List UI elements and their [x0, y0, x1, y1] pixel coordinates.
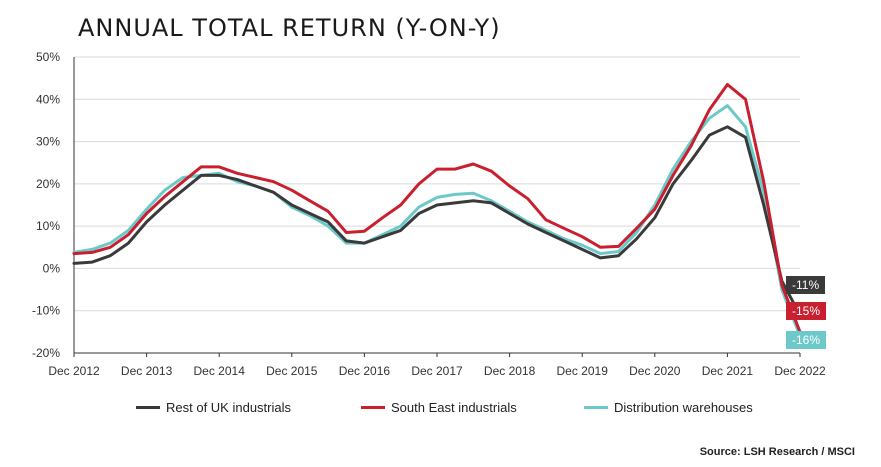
- series-line-distribution: [72, 104, 802, 338]
- x-tick-label: Dec 2017: [411, 364, 463, 378]
- y-tick-label: 0%: [43, 261, 61, 275]
- x-tick-label: Dec 2018: [484, 364, 536, 378]
- y-tick-label: 10%: [36, 219, 60, 233]
- legend-label-rest-uk: Rest of UK industrials: [166, 400, 291, 415]
- legend-item-rest-uk[interactable]: Rest of UK industrials: [136, 400, 291, 415]
- x-tick-label: Dec 2013: [121, 364, 173, 378]
- y-tick-label: 40%: [36, 92, 60, 106]
- y-tick-label: -20%: [32, 346, 60, 360]
- source-note: Source: LSH Research / MSCI: [699, 446, 855, 458]
- y-tick-label: -10%: [32, 304, 60, 318]
- legend-item-south-east[interactable]: South East industrials: [361, 400, 517, 415]
- chart-title: ANNUAL TOTAL RETURN (Y-ON-Y): [78, 14, 501, 42]
- x-tick-label: Dec 2015: [266, 364, 318, 378]
- legend-label-distribution: Distribution warehouses: [614, 400, 753, 415]
- x-tick-label: Dec 2019: [557, 364, 609, 378]
- legend-swatch-distribution: [584, 406, 608, 409]
- legend-swatch-south-east: [361, 406, 385, 409]
- y-tick-label: 50%: [36, 50, 60, 64]
- x-tick-label: Dec 2012: [48, 364, 100, 378]
- legend-swatch-rest-uk: [136, 406, 160, 409]
- legend-item-distribution[interactable]: Distribution warehouses: [584, 400, 753, 415]
- series-line-rest-uk: [72, 125, 802, 317]
- end-label-distribution: -16%: [786, 331, 827, 349]
- x-tick-label: Dec 2022: [774, 364, 826, 378]
- x-tick-label: Dec 2014: [194, 364, 246, 378]
- chart-legend: Rest of UK industrials South East indust…: [0, 400, 881, 420]
- legend-label-south-east: South East industrials: [391, 400, 517, 415]
- x-tick-label: Dec 2016: [339, 364, 391, 378]
- x-tick-label: Dec 2021: [702, 364, 754, 378]
- y-tick-label: 20%: [36, 177, 60, 191]
- series-line-south-east: [72, 83, 802, 334]
- x-tick-label: Dec 2020: [629, 364, 681, 378]
- end-label-south-east: -15%: [786, 302, 827, 320]
- y-tick-label: 30%: [36, 135, 60, 149]
- end-label-rest-uk: -11%: [786, 276, 826, 294]
